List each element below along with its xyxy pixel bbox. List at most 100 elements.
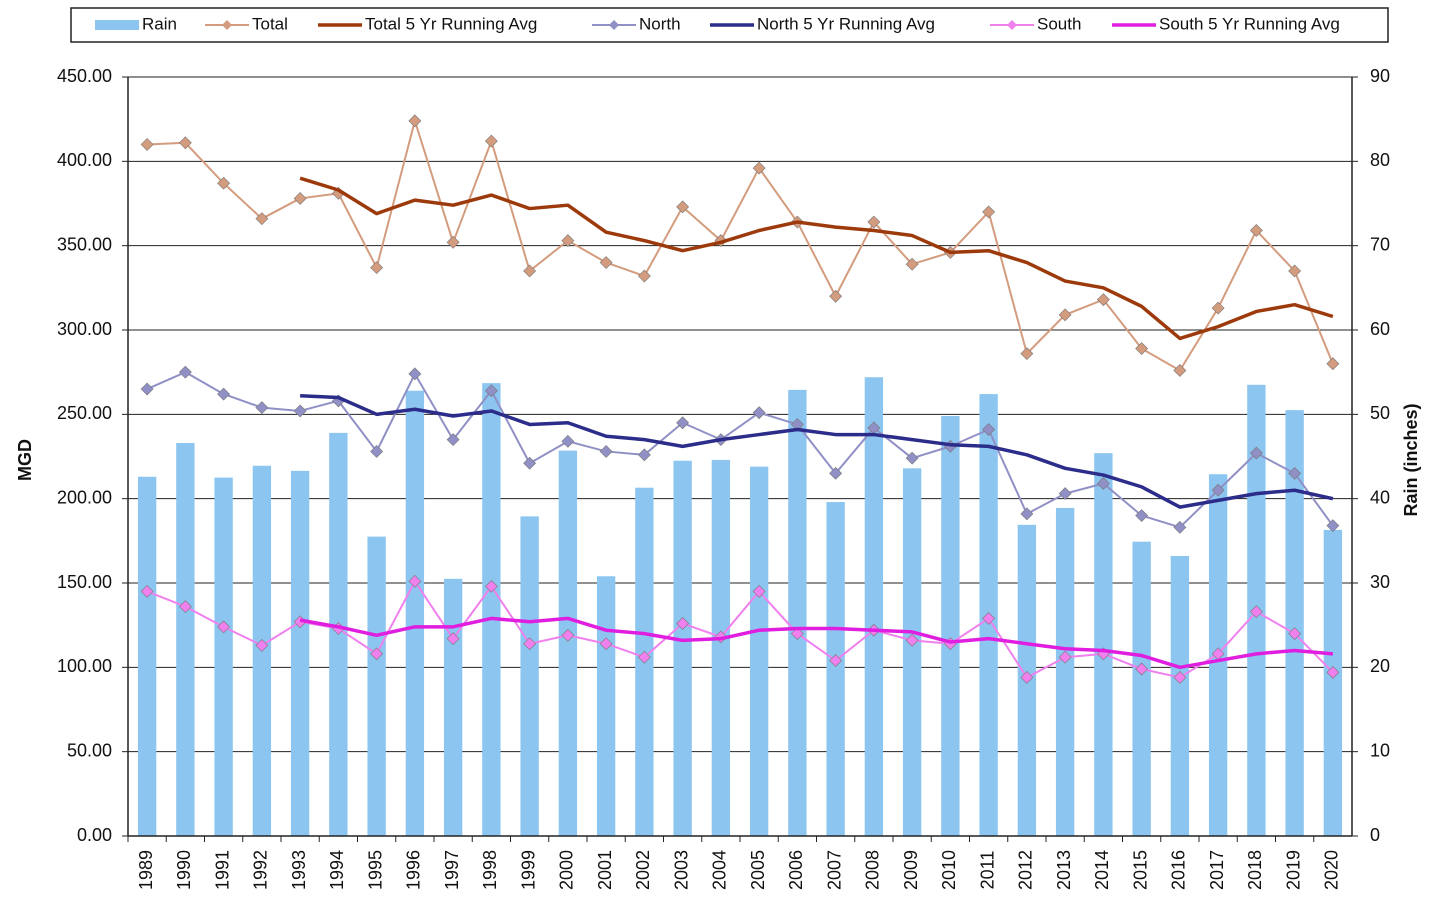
x-tick-label: 2014	[1092, 850, 1112, 890]
bar	[1285, 410, 1304, 836]
point	[178, 365, 192, 379]
point	[1135, 662, 1149, 676]
point	[1173, 671, 1187, 684]
point	[1288, 627, 1302, 641]
legend-marker	[609, 20, 619, 30]
x-tick-label: 2002	[633, 850, 653, 890]
point	[523, 456, 537, 470]
point	[446, 235, 460, 249]
x-tick-label: 2016	[1169, 850, 1189, 890]
point	[637, 448, 651, 462]
legend-label: Rain	[142, 14, 177, 33]
bar	[443, 578, 463, 836]
point	[829, 289, 843, 303]
bar	[482, 383, 501, 836]
y-tick-label: 200.00	[57, 487, 112, 507]
point	[1135, 509, 1149, 522]
line	[299, 616, 1334, 670]
x-tick-label: 2009	[901, 850, 921, 890]
legend-label: Total 5 Yr Running Avg	[365, 14, 537, 33]
point	[1288, 466, 1302, 480]
point	[982, 611, 996, 625]
point	[1020, 507, 1034, 521]
point	[561, 234, 575, 248]
x-tick-label: 1996	[404, 850, 424, 890]
bar	[1170, 556, 1190, 836]
bar	[520, 516, 539, 836]
point	[1020, 347, 1034, 361]
point	[561, 628, 575, 642]
legend-label: North	[639, 14, 681, 33]
x-tick-label: 1997	[442, 850, 462, 890]
point	[752, 161, 766, 175]
point	[255, 212, 269, 226]
y2-tick-label: 20	[1370, 656, 1390, 676]
point	[599, 637, 613, 651]
bar	[558, 450, 578, 836]
point	[561, 434, 575, 448]
y-tick-label: 300.00	[57, 319, 112, 339]
point	[1288, 264, 1302, 278]
point	[1058, 308, 1072, 322]
x-tick-label: 2007	[824, 850, 844, 890]
point	[1326, 665, 1340, 679]
point	[752, 406, 766, 420]
point	[523, 637, 537, 651]
point	[1173, 520, 1187, 534]
point	[637, 269, 651, 283]
point	[140, 382, 154, 396]
y2-axis-label: Rain (inches)	[1401, 403, 1421, 516]
bar	[864, 377, 884, 836]
point	[790, 627, 804, 641]
point	[829, 654, 843, 668]
y-tick-label: 350.00	[57, 234, 112, 254]
x-tick-label: 2000	[557, 850, 577, 890]
y-axis-label: MGD	[15, 439, 35, 481]
x-tick-label: 2006	[786, 850, 806, 890]
point	[484, 384, 498, 398]
point	[982, 423, 996, 436]
point	[676, 200, 690, 214]
x-tick-label: 1989	[136, 850, 156, 890]
y-tick-label: 100.00	[57, 656, 112, 676]
line	[147, 119, 1334, 372]
legend-label: Total	[252, 14, 288, 33]
bar	[1323, 529, 1343, 836]
bar	[137, 476, 157, 836]
point	[1249, 224, 1263, 237]
x-tick-label: 2004	[710, 850, 730, 890]
x-tick-label: 2018	[1245, 850, 1265, 890]
y-tick-label: 250.00	[57, 403, 112, 423]
point	[370, 445, 384, 458]
point	[1326, 519, 1340, 533]
bar	[749, 466, 769, 836]
point	[676, 617, 690, 630]
point	[676, 416, 690, 430]
point	[370, 261, 384, 275]
point	[867, 215, 881, 229]
x-tick-label: 2017	[1207, 850, 1227, 890]
point	[523, 264, 537, 278]
point	[1249, 605, 1263, 619]
point	[599, 445, 613, 458]
point	[370, 647, 384, 661]
x-tick-label: 1995	[365, 850, 385, 890]
bar	[902, 468, 922, 836]
y-tick-label: 400.00	[57, 150, 112, 170]
point	[484, 134, 498, 148]
y2-tick-label: 70	[1370, 234, 1390, 254]
x-tick-label: 2013	[1054, 850, 1074, 890]
legend-marker	[1007, 20, 1017, 30]
point	[905, 633, 919, 647]
x-tick-label: 2012	[1016, 850, 1036, 890]
bar	[596, 576, 616, 836]
y2-tick-label: 60	[1370, 319, 1390, 339]
y2-tick-label: 0	[1370, 825, 1380, 845]
line	[146, 371, 1334, 529]
x-tick-label: 2008	[863, 850, 883, 890]
x-tick-label: 1994	[327, 850, 347, 890]
bar	[711, 459, 731, 836]
y-tick-label: 150.00	[57, 572, 112, 592]
bar	[290, 470, 310, 836]
